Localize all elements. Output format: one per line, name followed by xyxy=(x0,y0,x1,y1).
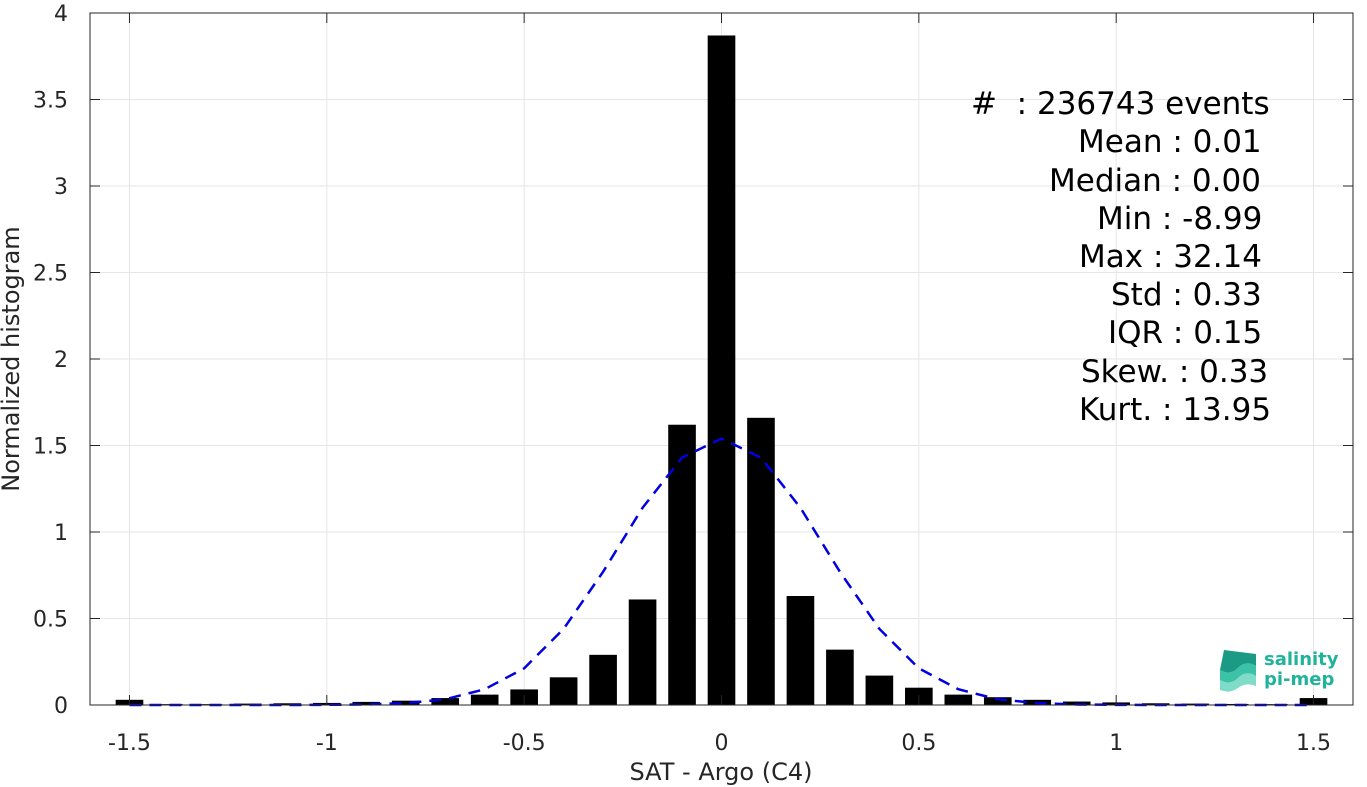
histogram-bar xyxy=(786,596,815,705)
x-tick-label: 1.5 xyxy=(1296,731,1331,756)
salinity-pimep-logo: salinity pi-mep xyxy=(1216,646,1346,694)
y-tick-label: 1 xyxy=(54,521,68,546)
histogram-bar xyxy=(826,649,854,705)
x-axis-label: SAT - Argo (C4) xyxy=(630,758,813,786)
y-tick-label: 0 xyxy=(54,694,68,719)
y-tick-label: 0.5 xyxy=(33,608,68,633)
histogram-bar xyxy=(589,654,617,705)
histogram-bar xyxy=(747,417,775,705)
x-tick-label: -1 xyxy=(316,731,338,756)
histogram-bar xyxy=(628,599,657,705)
histogram-bar xyxy=(944,694,973,705)
histogram-bar xyxy=(549,677,578,705)
y-axis-label: Normalized histogram xyxy=(0,226,25,491)
histogram-bar xyxy=(234,703,262,705)
histogram-bar xyxy=(707,35,736,706)
histogram-bars xyxy=(115,35,1328,706)
histogram-bar xyxy=(865,675,894,705)
histogram-bar xyxy=(668,424,696,705)
histogram-bar xyxy=(273,703,302,705)
logo-text-salinity: salinity xyxy=(1264,649,1339,670)
y-tick-label: 3 xyxy=(54,175,68,200)
histogram-bar xyxy=(983,697,1012,705)
histogram-bar xyxy=(470,694,499,705)
x-tick-label: 1 xyxy=(1109,731,1123,756)
y-tick-label: 1.5 xyxy=(33,435,68,460)
x-tick-label: -1.5 xyxy=(108,731,151,756)
x-tick-label: 0 xyxy=(715,731,729,756)
histogram-bar xyxy=(391,700,420,705)
wave-icon xyxy=(1220,650,1256,692)
axes: -1.5 -1 -0.5 0 0.5 1 1.5 0 0.5 1 1.5 2 2.5 3 3.5 4 xyxy=(33,2,1354,756)
y-tick-label: 4 xyxy=(54,2,68,27)
y-tick-label: 2 xyxy=(54,348,68,373)
x-tick-label: 0.5 xyxy=(901,731,936,756)
histogram-bar xyxy=(1220,703,1249,705)
histogram-bar xyxy=(431,698,460,705)
y-tick-label: 3.5 xyxy=(33,89,68,114)
logo-text-pimep: pi-mep xyxy=(1264,669,1335,690)
histogram-bar xyxy=(352,701,381,705)
x-tick-label: -0.5 xyxy=(503,731,546,756)
y-tick-label: 2.5 xyxy=(33,262,68,287)
